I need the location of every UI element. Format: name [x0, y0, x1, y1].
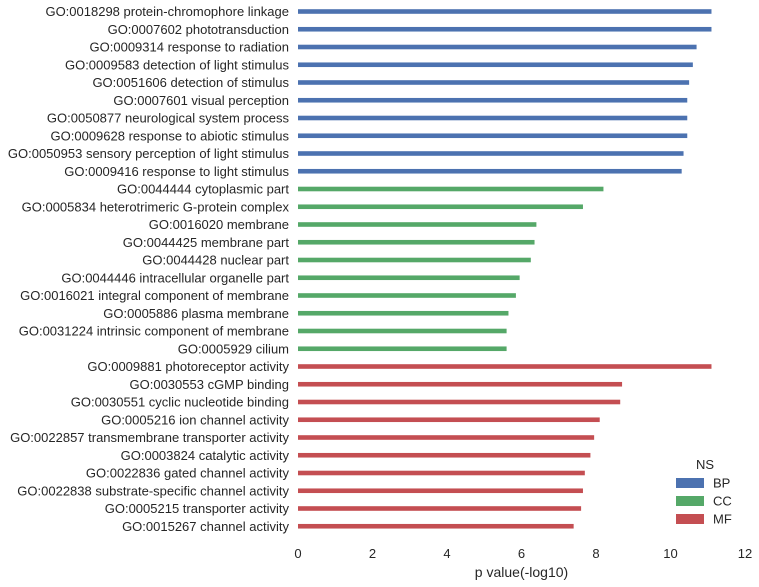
category-labels: GO:0018298 protein-chromophore linkage GO…: [8, 4, 290, 534]
bar-bp: [298, 133, 688, 139]
category-label: GO:0009881 photoreceptor activity: [87, 359, 289, 374]
category-label: GO:0005215 transporter activity: [105, 501, 290, 516]
bar-bp: [298, 80, 690, 85]
bar-cc: [298, 310, 509, 316]
bar-cc: [298, 293, 516, 298]
bar-cc: [298, 257, 531, 263]
bar-mf: [298, 452, 591, 458]
category-label: GO:0030551 cyclic nucleotide binding: [71, 395, 289, 410]
category-label: GO:0044444 cytoplasmic part: [117, 182, 289, 197]
bar-mf: [298, 488, 583, 494]
legend-label-mf: MF: [713, 512, 732, 527]
x-tick-label: 2: [369, 546, 376, 561]
bar-bp: [298, 62, 693, 68]
category-label: GO:0031224 intrinsic component of membra…: [19, 324, 289, 339]
category-label: GO:0009628 response to abiotic stimulus: [51, 128, 290, 143]
x-tick-label: 10: [663, 546, 677, 561]
category-label: GO:0051606 detection of stimulus: [92, 75, 289, 90]
bar-cc: [298, 204, 583, 210]
bar-mf: [298, 417, 600, 423]
legend-label-bp: BP: [713, 476, 730, 491]
bar-bp: [298, 115, 688, 121]
legend-label-cc: CC: [713, 494, 732, 509]
bar-mf: [298, 506, 582, 511]
bar-cc: [298, 239, 535, 245]
bar-bp: [298, 151, 684, 156]
bar-cc: [298, 328, 507, 334]
bar-bp: [298, 26, 712, 32]
category-label: GO:0022838 substrate-specific channel ac…: [17, 483, 289, 498]
bar-cc: [298, 275, 520, 281]
bar-mf: [298, 435, 595, 440]
x-tick-label: 6: [518, 546, 525, 561]
bar-mf: [298, 399, 621, 405]
bar-mf: [298, 470, 585, 476]
legend: NS BP CC MF: [676, 457, 732, 527]
category-label: GO:0005886 plasma membrane: [103, 306, 289, 321]
category-label: GO:0007601 visual perception: [113, 93, 289, 108]
bar-mf: [298, 364, 712, 369]
bar-cc: [298, 222, 537, 227]
legend-swatch-mf: [676, 514, 704, 524]
category-label: GO:0044425 membrane part: [123, 235, 290, 250]
legend-title: NS: [696, 457, 714, 472]
x-tick-label: 8: [592, 546, 599, 561]
category-label: GO:0044446 intracellular organelle part: [61, 270, 289, 285]
category-label: GO:0007602 phototransduction: [108, 22, 289, 37]
category-label: GO:0003824 catalytic activity: [121, 448, 290, 463]
x-axis: p value(-log10) 0 2 4 6 8 10 12: [294, 546, 752, 580]
category-label: GO:0005834 heterotrimeric G-protein comp…: [22, 199, 290, 214]
bar-mf: [298, 381, 623, 387]
category-label: GO:0050877 neurological system process: [47, 111, 290, 126]
x-axis-label: p value(-log10): [475, 564, 568, 580]
bar-cc: [298, 186, 604, 192]
bar-bp: [298, 44, 697, 50]
category-label: GO:0030553 cGMP binding: [130, 377, 289, 392]
bar-bp: [298, 168, 682, 174]
x-tick-label: 12: [738, 546, 752, 561]
bars-layer: [298, 9, 712, 529]
category-label: GO:0018298 protein-chromophore linkage: [45, 4, 289, 19]
category-label: GO:0044428 nuclear part: [142, 253, 289, 268]
category-label: GO:0015267 channel activity: [122, 519, 289, 534]
x-tick-label: 0: [294, 546, 301, 561]
bar-bp: [298, 97, 688, 103]
legend-swatch-cc: [676, 496, 704, 506]
bar-cc: [298, 346, 507, 352]
category-label: GO:0005216 ion channel activity: [101, 412, 289, 427]
category-label: GO:0009416 response to light stimulus: [64, 164, 289, 179]
legend-swatch-bp: [676, 478, 704, 488]
bar-bp: [298, 9, 712, 14]
category-label: GO:0022836 gated channel activity: [86, 466, 290, 481]
x-tick-label: 4: [443, 546, 450, 561]
category-label: GO:0005929 cilium: [178, 341, 289, 356]
bar-mf: [298, 523, 574, 529]
category-label: GO:0050953 sensory perception of light s…: [8, 146, 290, 161]
category-label: GO:0009314 response to radiation: [90, 40, 289, 55]
category-label: GO:0022857 transmembrane transporter act…: [10, 430, 289, 445]
category-label: GO:0009583 detection of light stimulus: [65, 57, 290, 72]
category-label: GO:0016021 integral component of membran…: [20, 288, 289, 303]
category-label: GO:0016020 membrane: [149, 217, 289, 232]
